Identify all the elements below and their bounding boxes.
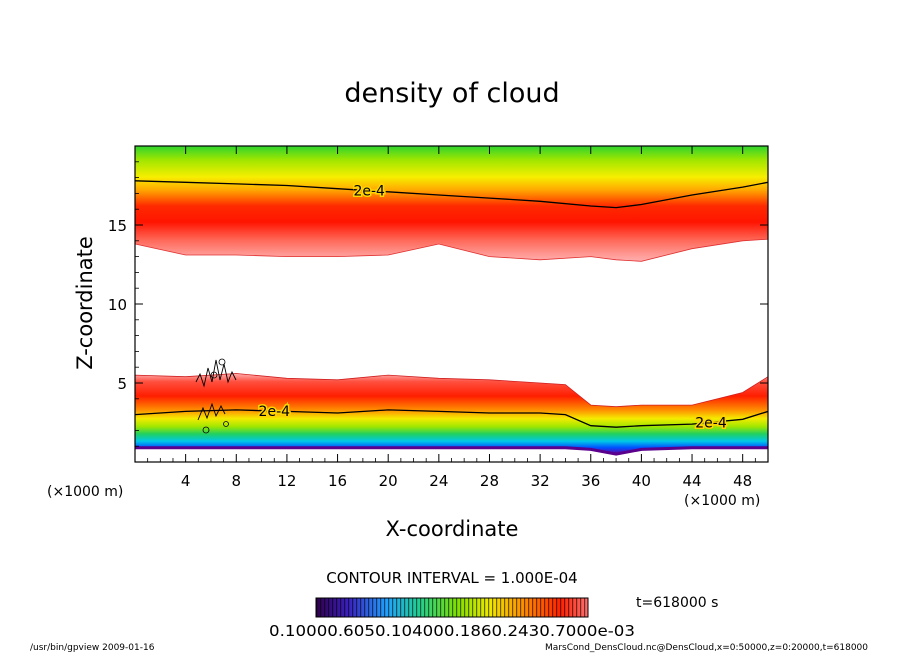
- x-axis-ticks: 4 8 12 16 20 24 28 32 36 40 44 48: [147, 146, 756, 490]
- contour-interval-text: CONTOUR INTERVAL = 1.000E-04: [326, 569, 577, 587]
- contour-label-lower-left: 2e-4: [259, 404, 291, 420]
- y-tick-label-15: 15: [108, 217, 127, 235]
- y-tick-label-5: 5: [117, 375, 127, 393]
- x-tick-label-4: 4: [181, 472, 191, 490]
- footer-left: /usr/bin/gpview 2009-01-16: [30, 643, 155, 653]
- x-tick-label-48: 48: [733, 472, 752, 490]
- x-tick-label-32: 32: [531, 472, 550, 490]
- x-tick-label-28: 28: [480, 472, 499, 490]
- contour-label-lower-right: 2e-4: [695, 415, 727, 431]
- chart-title: density of cloud: [344, 78, 559, 109]
- contour-line-2e-4-upper: [135, 180, 768, 209]
- x-tick-label-36: 36: [581, 472, 600, 490]
- convective-noise-cluster: [195, 358, 237, 434]
- lower-layer-bottom-edge: [135, 446, 768, 456]
- x-axis-unit-right: (×1000 m): [684, 493, 760, 509]
- y-axis-ticks: 5 10 15: [108, 161, 768, 447]
- x-tick-label-40: 40: [632, 472, 651, 490]
- x-tick-label-8: 8: [232, 472, 242, 490]
- colorbar-tick-labels: 0.10000.6050.104000.1860.2430.7000e-03: [269, 622, 635, 640]
- x-axis-unit-left: (×1000 m): [47, 484, 123, 500]
- time-label: t=618000 s: [636, 595, 718, 611]
- y-axis-label: Z-coordinate: [73, 236, 97, 370]
- contour-label-upper: 2e-4: [353, 184, 385, 200]
- x-tick-label-44: 44: [682, 472, 701, 490]
- colorbar: [315, 597, 589, 618]
- x-axis-label: X-coordinate: [386, 517, 519, 541]
- y-tick-label-10: 10: [108, 296, 127, 314]
- upper-cloud-layer: [135, 146, 768, 262]
- x-tick-label-16: 16: [328, 472, 347, 490]
- contour-line-2e-4-lower: [135, 409, 768, 428]
- x-tick-label-12: 12: [277, 472, 296, 490]
- footer-right: MarsCond_DensCloud.nc@DensCloud,x=0:5000…: [545, 643, 868, 653]
- x-tick-label-24: 24: [429, 472, 448, 490]
- x-tick-label-20: 20: [379, 472, 398, 490]
